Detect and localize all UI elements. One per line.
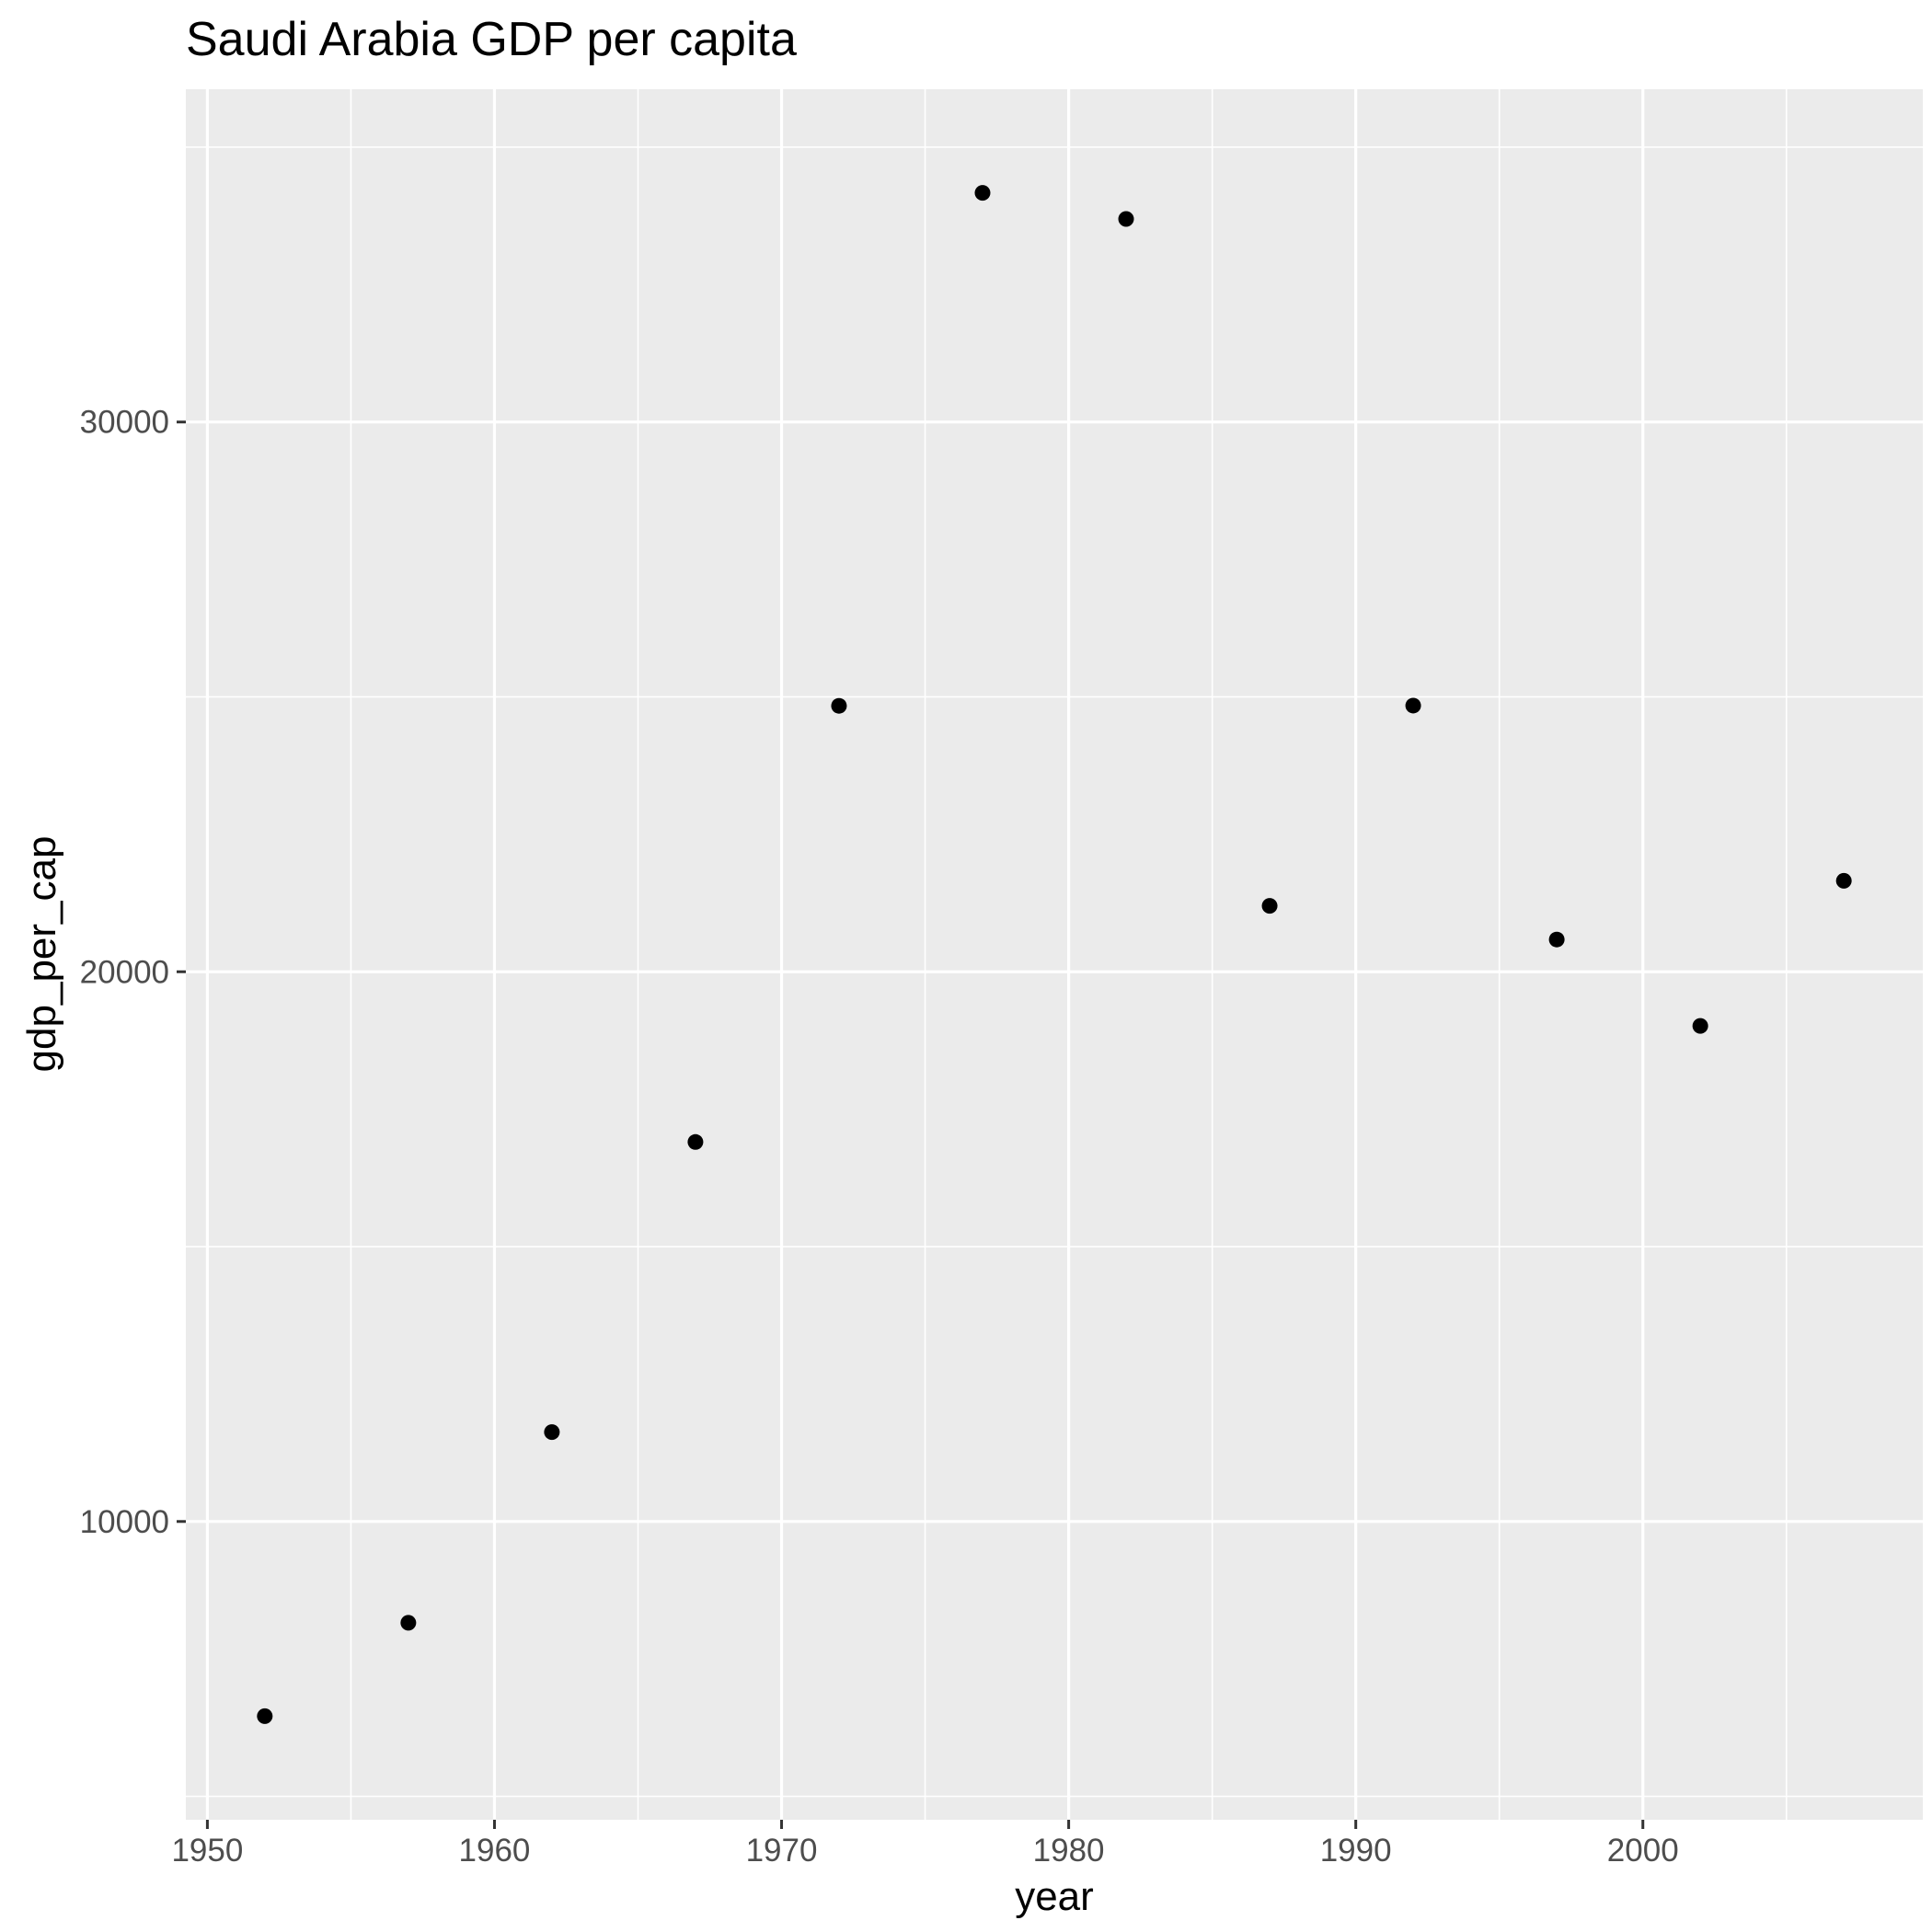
data-point <box>974 185 991 201</box>
data-point <box>1692 1018 1708 1034</box>
data-point <box>257 1708 273 1724</box>
y-tick-label: 30000 <box>80 405 169 441</box>
x-tick-label: 1970 <box>746 1833 818 1869</box>
x-axis-title: year <box>1015 1874 1094 1919</box>
data-point <box>687 1133 704 1150</box>
y-axis-title: gdp_per_cap <box>19 836 64 1073</box>
minor-gridlines <box>186 89 1923 1820</box>
data-point <box>1405 697 1421 714</box>
x-tick-label: 2000 <box>1607 1833 1679 1869</box>
x-tick-label: 1960 <box>459 1833 531 1869</box>
x-tick-label: 1950 <box>171 1833 243 1869</box>
data-point <box>1118 211 1134 227</box>
data-point <box>544 1424 560 1441</box>
major-gridlines <box>186 89 1923 1820</box>
chart-title: Saudi Arabia GDP per capita <box>186 13 797 66</box>
plot-panel <box>186 89 1923 1820</box>
data-point <box>1835 872 1852 889</box>
data-point <box>400 1615 417 1631</box>
data-point <box>1548 931 1565 948</box>
x-tick-label: 1990 <box>1320 1833 1392 1869</box>
x-tick-label: 1980 <box>1033 1833 1105 1869</box>
data-points <box>257 185 1852 1724</box>
y-axis: 10000 20000 30000 <box>80 405 186 1540</box>
data-point <box>831 697 847 714</box>
data-point <box>1261 898 1278 914</box>
y-tick-label: 20000 <box>80 954 169 990</box>
y-tick-label: 10000 <box>80 1504 169 1540</box>
x-axis: 1950 1960 1970 1980 1990 2000 <box>171 1820 1679 1869</box>
